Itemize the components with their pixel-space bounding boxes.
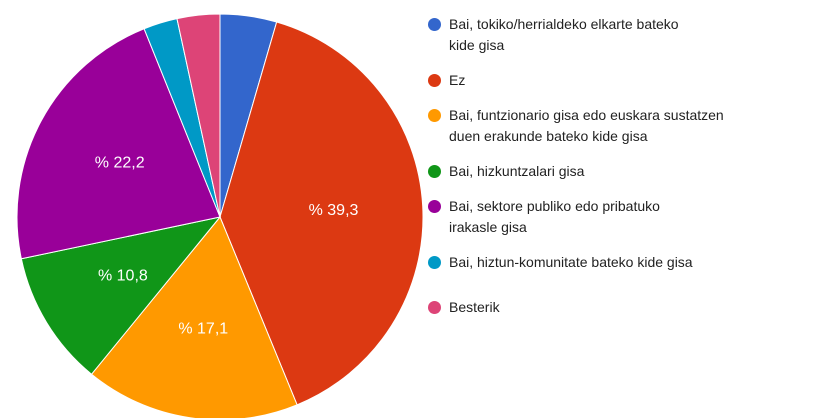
legend-label: Bai, sektore publiko edo pribatuko iraka… <box>449 198 660 235</box>
legend-swatch <box>428 301 441 314</box>
legend-item: Bai, sektore publiko edo pribatuko iraka… <box>428 196 741 238</box>
legend-label: Bai, hiztun-komunitate bateko kide gisa <box>449 254 693 270</box>
legend-item: Bai, tokiko/herrialdeko elkarte bateko k… <box>428 14 741 56</box>
slice-label: % 10,8 <box>98 267 148 284</box>
legend-label: Bai, funtzionario gisa edo euskara susta… <box>449 107 724 144</box>
legend-swatch <box>428 109 441 122</box>
legend-swatch <box>428 256 441 269</box>
legend-swatch <box>428 200 441 213</box>
legend-item: Bai, hizkuntzalari gisa <box>428 161 741 182</box>
legend: Bai, tokiko/herrialdeko elkarte bateko k… <box>428 14 741 318</box>
slice <box>219 21 424 406</box>
legend-swatch <box>428 74 441 87</box>
slice <box>16 28 221 260</box>
legend-label: Ez <box>449 72 466 88</box>
slice-label: % 39,3 <box>309 202 359 219</box>
legend-item: Besterik <box>428 297 741 318</box>
legend-item: Bai, funtzionario gisa edo euskara susta… <box>428 105 741 147</box>
slice-label: % 22,2 <box>95 155 145 172</box>
legend-item: Bai, hiztun-komunitate bateko kide gisa <box>428 252 741 273</box>
legend-swatch <box>428 165 441 178</box>
legend-item: Ez <box>428 70 741 91</box>
legend-label: Bai, hizkuntzalari gisa <box>449 163 585 179</box>
slice <box>20 216 222 375</box>
slice-label: % 17,1 <box>178 321 228 338</box>
slice <box>176 13 221 218</box>
legend-label: Besterik <box>449 299 500 315</box>
legend-swatch <box>428 18 441 31</box>
legend-label: Bai, tokiko/herrialdeko elkarte bateko k… <box>449 16 679 53</box>
